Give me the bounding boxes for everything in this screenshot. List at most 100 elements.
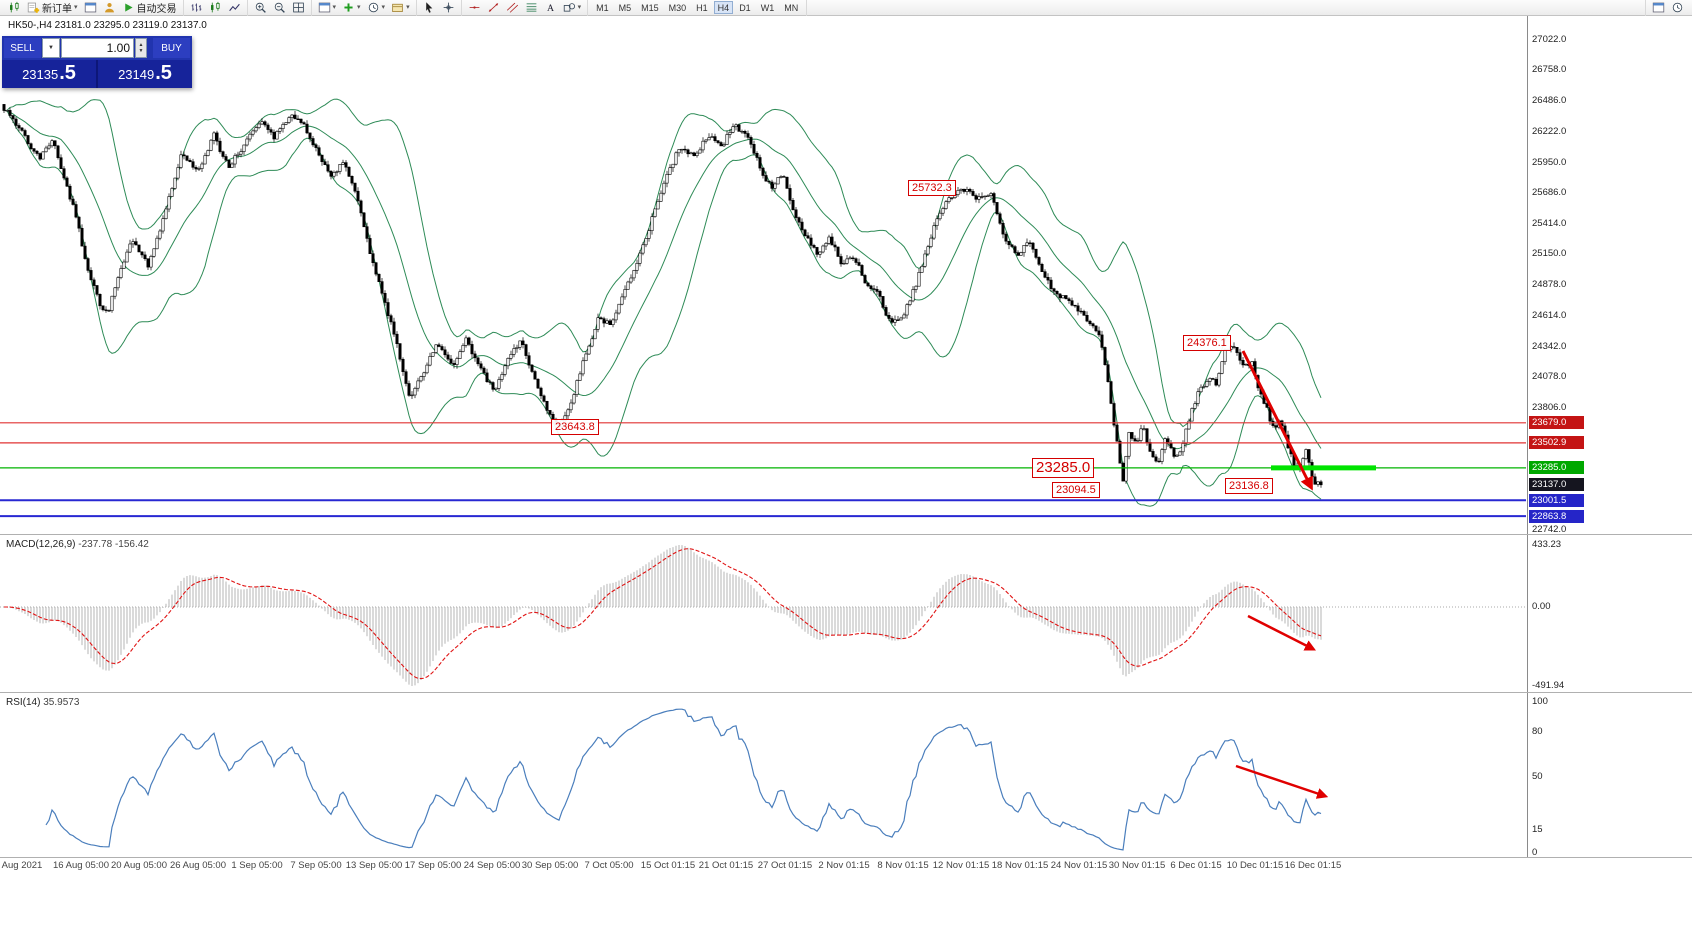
bollinger-lower-band [4,110,1322,507]
timeframe-h1-button[interactable]: H1 [696,3,708,13]
chevron-down-icon: ▼ [48,45,54,51]
tile-windows-button[interactable] [289,1,308,15]
candle-icon [8,1,21,14]
stepper-down-icon[interactable]: ▼ [138,48,144,54]
box-icon [391,1,404,14]
trendline-button[interactable] [484,1,503,15]
time-axis-label: 30 Nov 01:15 [1108,860,1166,871]
channel-button[interactable] [503,1,522,15]
timeframe-m5-button[interactable]: M5 [618,3,632,13]
buy-button[interactable]: BUY [153,38,190,58]
zoomout-icon [273,1,286,14]
docking-button[interactable] [1649,1,1668,15]
cursor-button[interactable] [420,1,439,15]
bollinger-middle-band [4,110,1322,450]
cursor-group [417,0,462,16]
chart-window-button[interactable] [81,1,100,15]
bar-chart-button[interactable] [187,1,206,15]
trend-arrow[interactable] [1247,614,1317,651]
sell-price[interactable]: 23135 .5 [2,60,96,88]
dropdown-arrow-icon: ▾ [577,3,582,11]
lot-preset-dropdown[interactable]: ▼ [42,38,60,58]
trend-arrow[interactable] [1241,350,1313,491]
profiles-button[interactable] [100,1,119,15]
alerts-button[interactable] [1668,1,1687,15]
price-annotation[interactable]: 23136.8 [1225,478,1273,494]
templates-button[interactable]: ▾ [388,1,413,15]
plusgreen-icon [342,1,355,14]
candlestick-chart-button[interactable] [206,1,225,15]
timeframe-m30-button[interactable]: M30 [668,3,687,13]
linechart-icon [228,1,241,14]
time-axis-label: 10 Dec 01:15 [1226,860,1284,871]
timeframe-m1-button[interactable]: M1 [596,3,609,13]
price-annotation[interactable]: 25732.3 [908,180,956,196]
price-annotation[interactable]: 24376.1 [1183,335,1231,351]
time-axis-label: 17 Sep 05:00 [404,860,462,871]
rsi-scale-label: 100 [1532,696,1548,707]
timeframe-mn-button[interactable]: MN [784,3,799,13]
main-chart-layer [0,98,1526,518]
time-axis-label: 12 Nov 01:15 [932,860,990,871]
time-axis-label: 16 Aug 05:00 [53,860,109,871]
sell-price-main: 23135 [22,67,59,82]
crosshair-button[interactable] [439,1,458,15]
symbol-chart-button[interactable] [5,1,24,15]
macd-panel-separator[interactable] [0,534,1692,535]
timeframe-w1-button[interactable]: W1 [760,3,775,13]
chart-type-group [184,0,248,16]
buy-price-main: 23149 [118,67,155,82]
new-chart-button[interactable]: ▾ [315,1,340,15]
trend-icon [487,1,500,14]
time-axis-label: 26 Aug 05:00 [170,860,226,871]
time-axis-label: 20 Aug 05:00 [111,860,167,871]
price-axis-label: 24614.0 [1532,310,1567,321]
person-icon [103,1,116,14]
candle-icon [209,1,222,14]
line-chart-button[interactable] [225,1,244,15]
button-label: 新订单 [42,4,72,15]
rsi-scale-label: 0 [1532,847,1538,858]
horizontal-line-button[interactable] [465,1,484,15]
buy-price[interactable]: 23149 .5 [98,60,192,88]
timeframe-group: M1 M5 M15 M30 H1 H4 D1 W1 MN [588,0,808,16]
zoom-in-button[interactable] [251,1,270,15]
price-axis-label: 22742.0 [1532,524,1567,535]
window-icon [1652,1,1665,14]
timeframe-h4-button[interactable]: H4 [713,1,734,14]
autotrading-button[interactable]: 自动交易 [119,1,180,15]
time-axis-label: 16 Dec 01:15 [1284,860,1342,871]
periods-button[interactable]: ▾ [364,1,389,15]
shapes-button[interactable]: ▾ [560,1,585,15]
trend-arrow[interactable] [1235,764,1329,799]
time-axis-label: 2 Nov 01:15 [818,860,870,871]
new-order-button[interactable]: 新订单 ▾ [24,1,81,15]
timeframe-m15-button[interactable]: M15 [641,3,659,13]
stepper-up-icon[interactable]: ▲ [138,42,144,48]
rsi-panel-separator[interactable] [0,692,1692,693]
sell-button[interactable]: SELL [4,38,41,58]
price-divider [96,60,98,88]
lot-stepper[interactable]: ▲ ▼ [135,38,147,58]
price-chart-canvas[interactable] [0,0,1528,860]
price-annotation[interactable]: 23643.8 [551,419,599,435]
text-button[interactable]: A [541,1,560,15]
macd-indicator-label: MACD(12,26,9) -237.78 -156.42 [6,539,149,550]
zoom-out-button[interactable] [270,1,289,15]
sell-price-fraction: .5 [59,62,76,84]
price-axis-label: 25686.0 [1532,187,1567,198]
indicators-button[interactable]: ▾ [339,1,364,15]
price-axis-tag: 23285.0 [1529,461,1584,474]
fibonacci-button[interactable] [522,1,541,15]
price-annotation[interactable]: 23094.5 [1052,482,1100,498]
macd-scale-label: -491.94 [1532,680,1565,691]
one-click-trading-panel: SELL ▼ 1.00 ▲ ▼ BUY 23135 .5 23149 .5 [2,36,192,88]
price-annotation[interactable]: 23285.0 [1032,458,1095,478]
time-axis-label: 7 Oct 05:00 [584,860,634,871]
time-axis-label: 30 Sep 05:00 [521,860,579,871]
price-axis-tag: 22863.8 [1529,510,1584,523]
lot-size-input[interactable]: 1.00 [61,38,134,58]
draw-group: A ▾ [462,0,589,16]
timeframe-d1-button[interactable]: D1 [739,3,751,13]
